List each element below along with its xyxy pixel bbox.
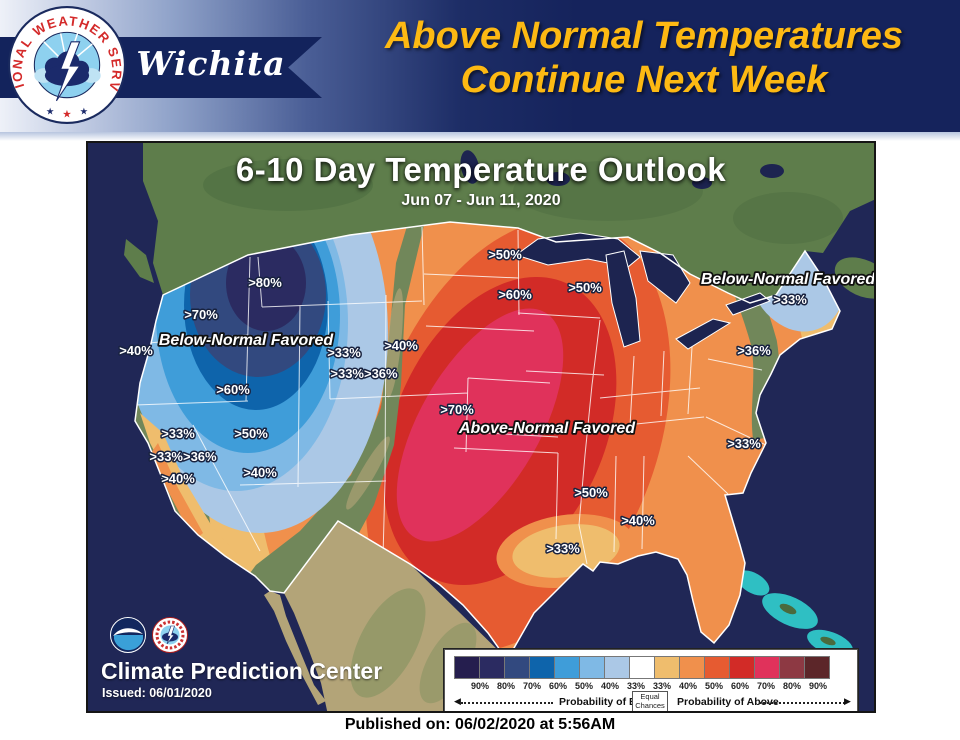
- slide-title-line2: Continue Next Week: [460, 59, 828, 102]
- probability-legend: 90% 80% 70% 60% 50% 40% 33% 33% 40% 50% 60% 70% 80% 9…: [444, 649, 858, 711]
- nws-logo: NATIONAL WEATHER SERVICE ★ ★ ★: [8, 6, 126, 124]
- legend-swatch: [629, 656, 655, 679]
- svg-text:★: ★: [80, 107, 88, 118]
- noaa-gull-icon: [113, 628, 143, 636]
- nws-logo-small: [152, 617, 188, 653]
- legend-boundary-label: 80%: [782, 681, 802, 691]
- legend-boundary-label: 33%: [626, 681, 646, 691]
- contour-label: >33%: [727, 436, 761, 451]
- legend-arrow-row: ◀ Probability of Below Equal Chances Pro…: [445, 691, 857, 711]
- temperature-outlook-map: >80% >70% >40% >60% >50% >40% >33% >40% >33%>36%…: [86, 141, 876, 713]
- contour-label: >33%: [546, 541, 580, 556]
- arrow-left-icon: ◀: [454, 696, 461, 706]
- arrow-right-icon: ▶: [844, 696, 851, 706]
- legend-boundary-label: 40%: [600, 681, 620, 691]
- above-dash-line: [759, 702, 845, 704]
- map-labels: >80%>70%>40%>60%>50%>40%>33% >40%>33%>36%…: [118, 246, 876, 558]
- legend-swatch: [604, 656, 630, 679]
- legend-swatch: [729, 656, 755, 679]
- map-title: 6-10 Day Temperature Outlook: [235, 151, 727, 188]
- legend-swatch: [654, 656, 680, 679]
- svg-text:★: ★: [62, 109, 72, 121]
- legend-swatch: [804, 656, 830, 679]
- logo-stars: ★ ★ ★: [46, 107, 88, 121]
- equal-chances-label: Equal Chances: [632, 691, 668, 711]
- california-coast-strip: [140, 413, 238, 568]
- canada-landmass: [124, 143, 874, 303]
- slide-title-line1: Above Normal Temperatures: [384, 15, 904, 57]
- contour-label: >50%: [568, 280, 602, 295]
- legend-boundary-label: 60%: [730, 681, 750, 691]
- map-graphic: >80%>70%>40%>60%>50%>40%>33% >40%>33%>36%…: [88, 143, 876, 711]
- noaa-logo: [110, 617, 146, 653]
- contour-label: >50%: [234, 426, 268, 441]
- below-dash-line: [461, 702, 553, 704]
- great-lakes: [514, 232, 771, 350]
- slide-title: Above Normal Temperatures Continue Next …: [330, 14, 958, 102]
- cpc-agency: Climate Prediction Center: [101, 658, 383, 684]
- contour-label: >40%: [621, 513, 655, 528]
- region-label: Below-Normal Favored: [701, 271, 876, 288]
- contour-label: >60%: [498, 287, 532, 302]
- contour-label: >33%>36%: [330, 366, 398, 381]
- cpc-issued-date: Issued: 06/01/2020: [102, 686, 212, 700]
- legend-swatch: [579, 656, 605, 679]
- legend-boundary-labels: 90% 80% 70% 60% 50% 40% 33% 33% 40% 50% 60% 70% 80% 9…: [445, 681, 857, 692]
- legend-swatch: [754, 656, 780, 679]
- contour-label: >40%: [119, 343, 153, 358]
- legend-swatch: [779, 656, 805, 679]
- header-fade: [0, 132, 960, 141]
- contour-label: >70%: [184, 307, 218, 322]
- above-70-band: [396, 308, 564, 542]
- contour-label: >33%>36%: [149, 449, 217, 464]
- contour-label: >50%: [574, 485, 608, 500]
- legend-swatches: [454, 656, 830, 679]
- contour-label: >33%: [327, 345, 361, 360]
- state-borders: [135, 226, 769, 596]
- contour-label: >40%: [243, 465, 277, 480]
- lightning-icon: [166, 625, 175, 645]
- probability-of-above-label: Probability of Above: [677, 696, 779, 708]
- legend-boundary-label: 50%: [704, 681, 724, 691]
- contour-label: >40%: [384, 338, 418, 353]
- region-label: Above-Normal Favored: [458, 420, 636, 437]
- contour-label: >36%: [737, 343, 771, 358]
- contour-label: >70%: [440, 402, 474, 417]
- contour-label: >33%: [773, 292, 807, 307]
- contour-label: >33%: [161, 426, 195, 441]
- legend-boundary-label: 70%: [522, 681, 542, 691]
- contour-label: >40%: [161, 471, 195, 486]
- station-name: Wichita: [136, 44, 286, 83]
- header-banner: Wichita NATIONAL WEAT: [0, 0, 960, 132]
- legend-boundary-label: 40%: [678, 681, 698, 691]
- legend-boundary-label: 90%: [808, 681, 828, 691]
- contour-label: >60%: [216, 382, 250, 397]
- legend-swatch: [504, 656, 530, 679]
- legend-swatch: [554, 656, 580, 679]
- contour-label: >80%: [248, 275, 282, 290]
- legend-swatch: [454, 656, 480, 679]
- legend-boundary-label: 70%: [756, 681, 776, 691]
- map-subtitle: Jun 07 - Jun 11, 2020: [401, 192, 561, 209]
- legend-swatch: [679, 656, 705, 679]
- legend-boundary-label: 50%: [574, 681, 594, 691]
- svg-text:★: ★: [46, 107, 55, 118]
- lightning-icon: [55, 41, 81, 102]
- legend-boundary-label: 80%: [496, 681, 516, 691]
- gulf-33-pocket: [512, 524, 620, 578]
- legend-swatch: [704, 656, 730, 679]
- legend-swatch: [479, 656, 505, 679]
- contour-label: >50%: [488, 247, 522, 262]
- published-line: Published on: 06/02/2020 at 5:56AM: [344, 716, 616, 733]
- legend-swatch: [529, 656, 555, 679]
- below-80-band: [226, 235, 306, 331]
- legend-boundary-label: 60%: [548, 681, 568, 691]
- legend-boundary-label: 90%: [470, 681, 490, 691]
- region-label: Below-Normal Favored: [159, 332, 334, 349]
- legend-boundary-label: 33%: [652, 681, 672, 691]
